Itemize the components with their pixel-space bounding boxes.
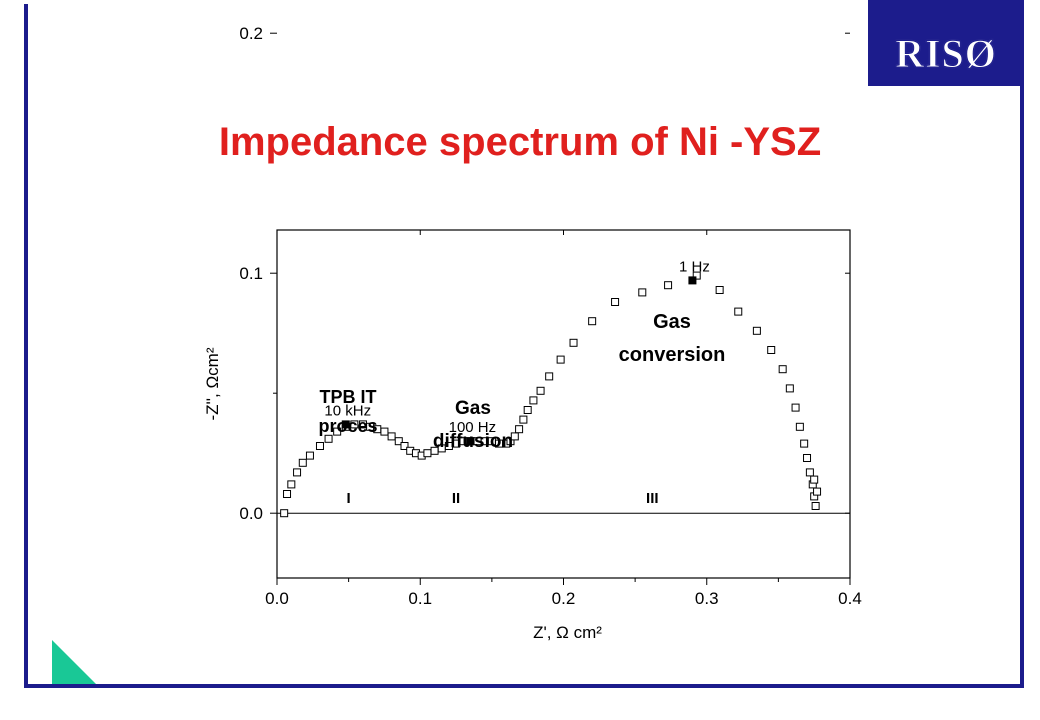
frequency-label: 10 kHz	[324, 402, 371, 419]
data-point	[515, 425, 524, 434]
process-label-line: Gas	[455, 398, 491, 419]
triangle-decoration-icon	[52, 640, 96, 684]
data-point	[569, 338, 578, 347]
x-tick-label: 0.4	[838, 589, 862, 608]
data-point	[638, 288, 647, 297]
process-label-line: proces	[318, 416, 377, 436]
frequency-label: 100 Hz	[449, 419, 497, 436]
x-tick-label: 0.1	[408, 589, 432, 608]
process-label-line: Gas	[653, 311, 691, 333]
data-point	[400, 442, 409, 450]
frequency-marker	[688, 276, 697, 285]
y-axis-label: -Z'', Ωcm²	[203, 347, 222, 420]
data-point	[805, 468, 814, 477]
x-axis-label: Z', Ω cm²	[533, 623, 602, 642]
process-label-line: TPB IT	[320, 387, 377, 407]
data-point	[752, 326, 761, 335]
process-label: Gas conversion	[619, 311, 726, 366]
data-point	[519, 415, 528, 424]
data-point	[506, 437, 515, 446]
process-label: TPB IT proces	[318, 387, 377, 436]
data-point	[293, 468, 302, 477]
process-label-line: conversion	[619, 344, 726, 366]
data-point	[529, 396, 538, 405]
process-label: Gas diffusion	[433, 398, 513, 452]
data-point	[785, 384, 794, 393]
frequency-marker	[341, 420, 350, 429]
data-point	[588, 317, 597, 326]
data-point	[556, 355, 565, 364]
data-point	[510, 432, 519, 441]
page-title: Impedance spectrum of Ni -YSZ	[218, 120, 822, 164]
data-point	[380, 427, 389, 436]
data-point	[305, 451, 314, 460]
data-point	[333, 427, 342, 436]
data-point	[664, 281, 673, 290]
data-point	[811, 502, 820, 510]
data-point	[778, 365, 787, 374]
data-point	[767, 346, 776, 354]
data-point	[315, 442, 324, 450]
y-tick-label: 0.2	[239, 24, 263, 43]
x-tick-label: 0.3	[695, 589, 719, 608]
slide-frame	[24, 4, 1024, 688]
data-point	[394, 437, 403, 446]
data-point	[324, 434, 333, 443]
data-point	[791, 403, 800, 412]
data-point	[810, 475, 819, 484]
data-point	[387, 432, 396, 441]
region-label: III	[646, 490, 659, 507]
process-label-line: diffusion	[433, 431, 513, 452]
data-point	[287, 480, 296, 489]
data-point	[803, 454, 812, 462]
x-tick-label: 0.0	[265, 589, 289, 608]
data-point	[795, 422, 804, 431]
data-point	[536, 386, 545, 395]
region-label: II	[452, 490, 460, 507]
data-point	[800, 439, 809, 448]
y-tick-label: 0.1	[239, 264, 263, 283]
y-tick-label: 0.0	[239, 504, 263, 523]
data-point	[350, 420, 359, 429]
data-point	[283, 490, 292, 498]
risoe-logo: RISØ	[868, 0, 1024, 86]
risoe-logo-text: RISØ	[895, 31, 997, 76]
data-point	[611, 298, 620, 306]
frequency-marker	[466, 437, 475, 446]
data-point	[692, 271, 701, 280]
data-point	[545, 372, 554, 381]
region-label: I	[347, 490, 351, 507]
chart-axes: 0.0 0.1 0.2 0.3 0.4 0.0 0.1 0.2 Z', Ω cm² -Z'', Ω…	[203, 24, 862, 642]
data-point	[298, 458, 307, 467]
chart-marks	[280, 271, 822, 518]
data-point	[715, 286, 724, 294]
data-point	[813, 487, 822, 496]
data-point	[523, 406, 532, 414]
data-point	[734, 307, 743, 316]
x-tick-label: 0.2	[552, 589, 576, 608]
data-point	[280, 509, 289, 518]
frequency-label: 1 Hz	[679, 258, 710, 275]
data-point	[423, 449, 432, 458]
